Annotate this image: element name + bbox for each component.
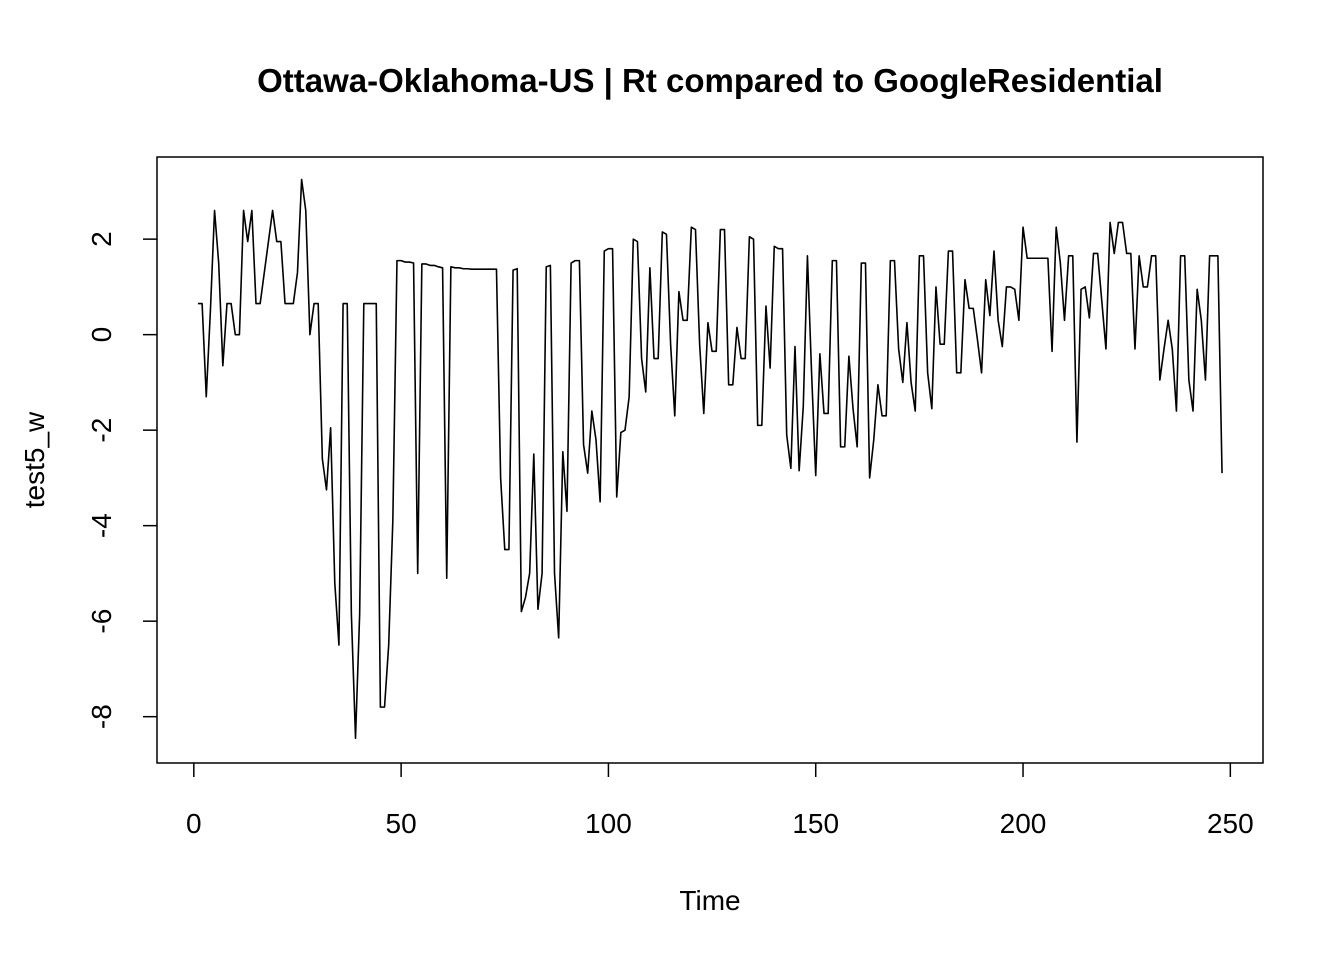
x-tick-label: 0: [186, 808, 202, 839]
data-line: [197, 178, 1223, 739]
x-tick-label: 50: [386, 808, 417, 839]
y-tick-label: -4: [86, 513, 117, 538]
x-tick-label: 250: [1207, 808, 1254, 839]
y-tick-label: 2: [86, 231, 117, 247]
y-tick-label: -8: [86, 704, 117, 729]
x-tick-label: 200: [1000, 808, 1047, 839]
y-tick-label: -6: [86, 609, 117, 634]
x-tick-label: 100: [585, 808, 632, 839]
x-tick-label: 150: [792, 808, 839, 839]
x-axis-label: Time: [679, 885, 740, 916]
chart-title: Ottawa-Oklahoma-US | Rt compared to Goog…: [257, 62, 1163, 99]
y-tick-label: -2: [86, 418, 117, 443]
plot-box: [156, 156, 1264, 764]
y-axis-label: test5_w: [19, 411, 50, 508]
y-tick-label: 0: [86, 327, 117, 343]
